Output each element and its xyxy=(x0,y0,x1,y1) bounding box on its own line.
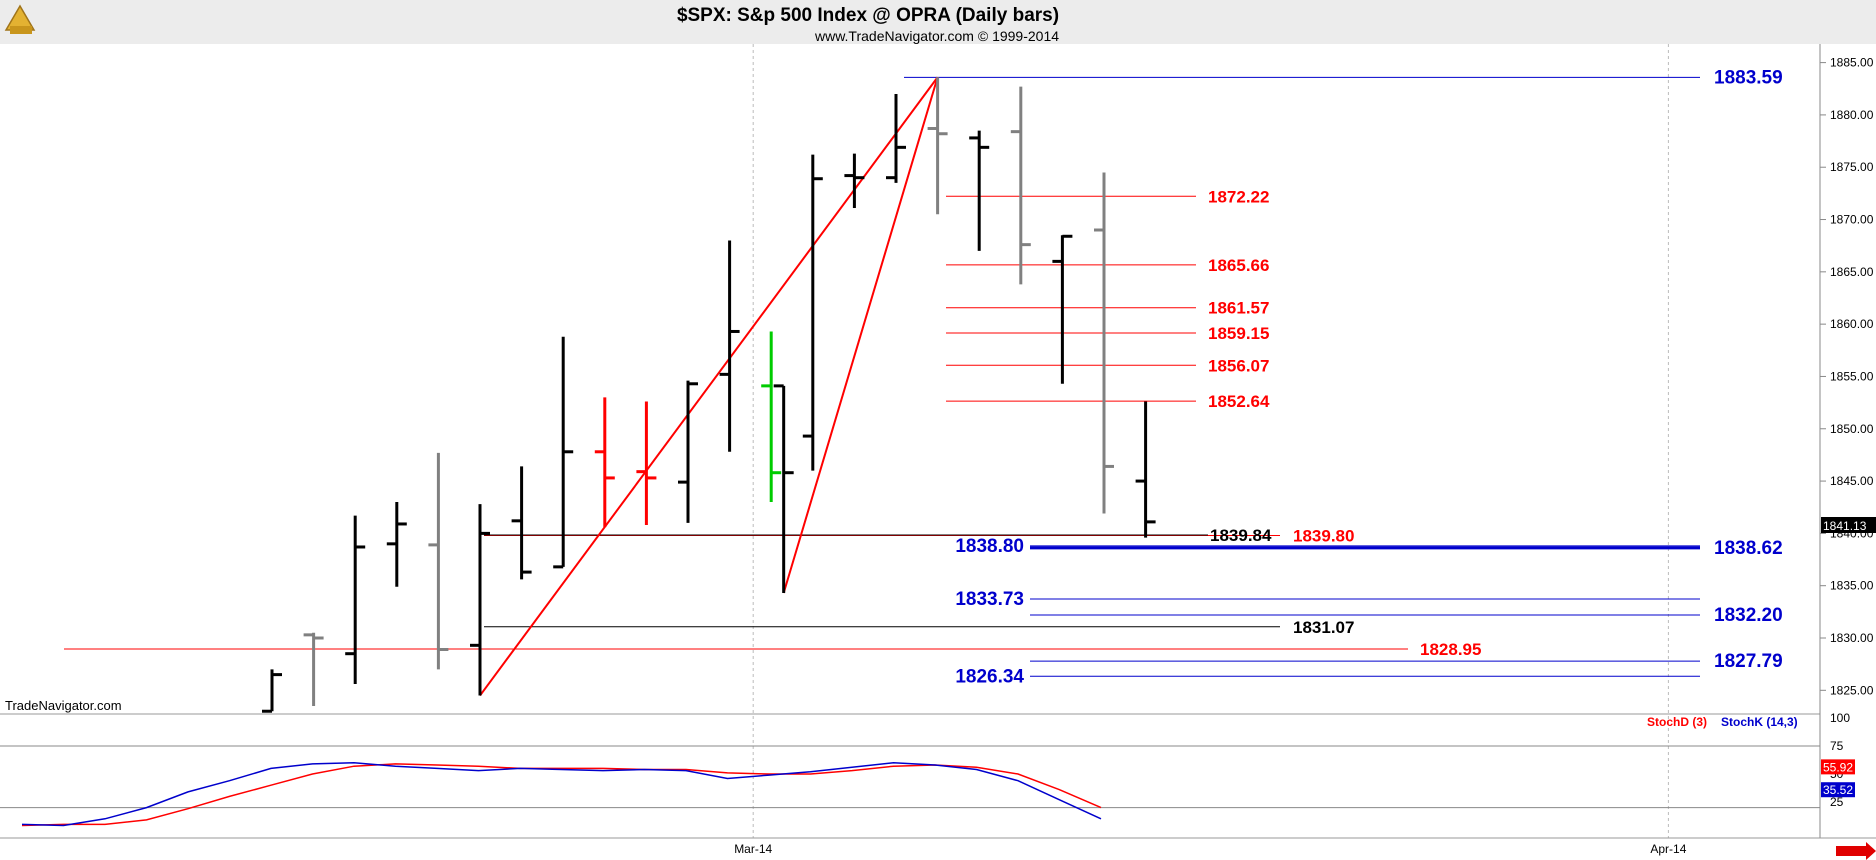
red-level-label: 1872.22 xyxy=(1208,187,1269,206)
ohlc-bar xyxy=(553,336,574,569)
red-level-label: 1856.07 xyxy=(1208,356,1269,375)
ohlc-bar xyxy=(303,632,324,706)
blue-level-label: 1838.62 xyxy=(1714,538,1783,559)
time-axis[interactable]: Mar-14 Apr-14 xyxy=(734,842,1687,856)
title-bar xyxy=(0,0,1876,44)
ohlc-bar xyxy=(1010,86,1031,285)
stoch-d-tag xyxy=(1821,759,1855,775)
ohlc-bar xyxy=(1135,401,1156,538)
price-tick-label: 1860.00 xyxy=(1830,317,1874,331)
ohlc-bar xyxy=(773,384,794,594)
stoch-d-legend: StochD (3) xyxy=(1647,715,1707,729)
blue-level-label: 1883.59 xyxy=(1714,67,1783,88)
ohlc-bar xyxy=(345,515,366,685)
ohlc-bar xyxy=(678,380,698,523)
ohlc-bar xyxy=(761,331,782,502)
ohlc-bar xyxy=(262,669,282,713)
last-price-tag: 1841.13 xyxy=(1821,517,1876,533)
blue-level-label: 1832.20 xyxy=(1714,605,1783,626)
trendline xyxy=(479,76,939,697)
stoch-d-line xyxy=(21,763,1102,827)
ohlc-bars xyxy=(262,77,1156,713)
ohlc-bar xyxy=(636,401,657,526)
red-level-label: 1859.15 xyxy=(1208,324,1269,343)
horizontal-levels: 1872.22 1865.66 1861.57 1859.15 1856.07 1852.… xyxy=(64,67,1783,687)
time-tick-label: Apr-14 xyxy=(1650,842,1686,856)
price-tick-label: 1855.00 xyxy=(1830,369,1874,383)
trendline xyxy=(782,76,939,594)
ohlc-bar xyxy=(927,77,948,215)
red-level-label: 1865.66 xyxy=(1208,256,1269,275)
scroll-right-arrow-icon[interactable] xyxy=(1836,842,1876,860)
watermark-label: TradeNavigator.com xyxy=(5,698,122,713)
blue-level-label: 1838.80 xyxy=(955,536,1024,557)
stochastic-panel: 100755025StochD (3)StochK (14,3)55.9235.… xyxy=(0,711,1855,827)
blue-level-label: 1833.73 xyxy=(955,589,1024,610)
stoch-tick-label: 100 xyxy=(1830,711,1850,725)
price-tick-label: 1865.00 xyxy=(1830,265,1874,279)
blue-level-label: 1826.34 xyxy=(955,666,1024,687)
ohlc-bar xyxy=(1094,172,1114,514)
stoch-tick-label: 25 xyxy=(1830,795,1844,809)
chart-subtitle: www.TradeNavigator.com © 1999-2014 xyxy=(814,28,1059,44)
ohlc-bar xyxy=(719,240,740,452)
stoch-d-value: 55.92 xyxy=(1823,760,1853,774)
stoch-tick-label: 75 xyxy=(1830,739,1844,753)
time-tick-label: Mar-14 xyxy=(734,842,772,856)
last-price-value: 1841.13 xyxy=(1823,519,1867,533)
red-level-label: 1852.64 xyxy=(1208,392,1270,411)
red-level-label: 1861.57 xyxy=(1208,299,1269,318)
stoch-k-tag xyxy=(1821,782,1855,798)
price-tick-label: 1850.00 xyxy=(1830,422,1874,436)
ohlc-bar xyxy=(386,501,407,587)
ohlc-bar xyxy=(802,154,823,471)
stoch-k-value: 35.52 xyxy=(1823,783,1853,797)
black-level-label: 1839.84 xyxy=(1210,526,1272,545)
ohlc-bar xyxy=(428,452,449,670)
ohlc-bar xyxy=(594,397,615,528)
logo-icon xyxy=(4,4,36,34)
price-tick-label: 1825.00 xyxy=(1830,683,1874,697)
stoch-k-line xyxy=(21,762,1102,827)
price-tick-label: 1845.00 xyxy=(1830,474,1874,488)
ohlc-bar xyxy=(969,130,990,251)
chart-title: $SPX: S&p 500 Index @ OPRA (Daily bars) xyxy=(677,5,1059,26)
trendlines xyxy=(479,76,939,697)
ohlc-bar xyxy=(470,504,490,696)
stoch-k-legend: StochK (14,3) xyxy=(1721,715,1798,729)
price-tick-label: 1880.00 xyxy=(1830,108,1874,122)
blue-level-label: 1827.79 xyxy=(1714,651,1783,672)
gridlines xyxy=(752,44,1669,838)
price-tick-label: 1870.00 xyxy=(1830,213,1874,227)
price-axis[interactable]: 1825.001830.001835.001840.001845.001850.… xyxy=(1820,56,1874,698)
price-tick-label: 1835.00 xyxy=(1830,579,1874,593)
ohlc-bar xyxy=(844,153,865,209)
ohlc-bar xyxy=(886,93,906,183)
ohlc-bar xyxy=(511,466,532,580)
black-level-label: 1831.07 xyxy=(1293,618,1354,637)
price-tick-label: 1830.00 xyxy=(1830,631,1874,645)
red-level-label: 1828.95 xyxy=(1420,640,1481,659)
ohlc-bar xyxy=(1052,234,1073,384)
price-tick-label: 1885.00 xyxy=(1830,56,1874,70)
price-tick-label: 1875.00 xyxy=(1830,160,1874,174)
red-level-label: 1839.80 xyxy=(1293,526,1354,545)
